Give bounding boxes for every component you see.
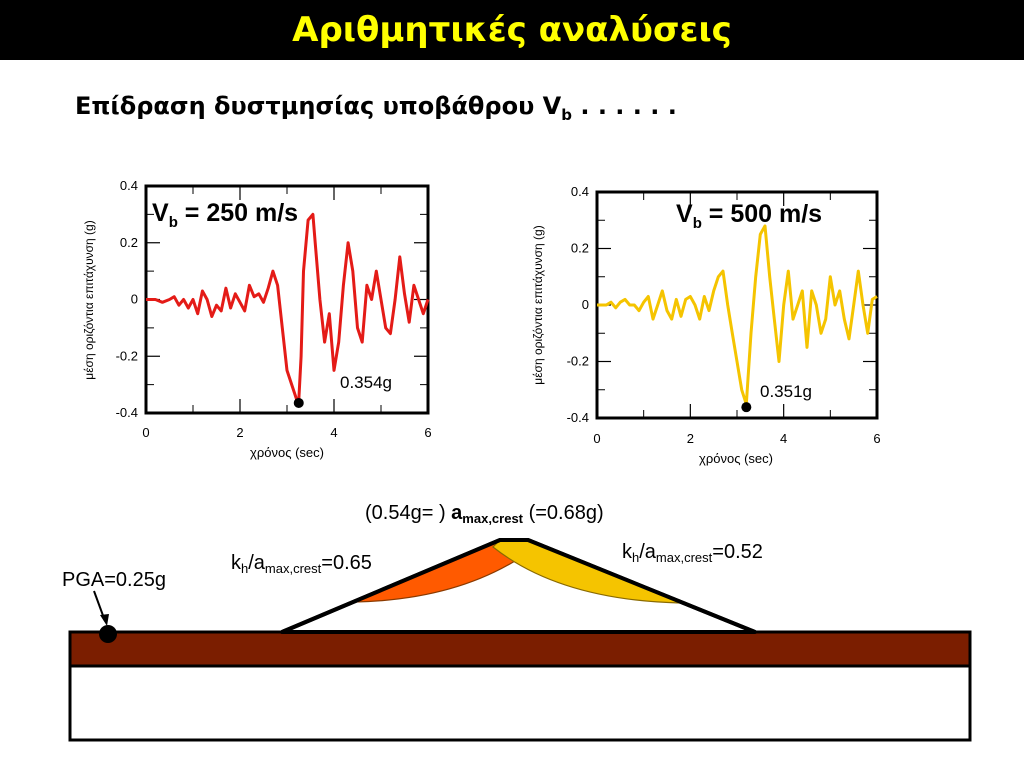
crest-label-pre: (0.54g= ) <box>365 502 451 524</box>
right-value: =0.52 <box>712 541 763 563</box>
left-ratio-label: kh/amax,crest=0.65 <box>231 552 372 576</box>
x-axis-label: χρόνος (sec) <box>250 445 324 460</box>
y-tick-label: 0.2 <box>571 241 589 256</box>
crest-label-bold-sub: max,crest <box>462 511 523 526</box>
y-axis-label: μέση οριζόντια επιτάχυνση (g) <box>531 225 545 384</box>
peak-marker <box>293 397 304 408</box>
x-tick-label: 6 <box>873 431 880 446</box>
x-tick-label: 4 <box>330 425 337 440</box>
subtitle-text: Επίδραση δυστμησίας υποβάθρου V <box>75 92 562 120</box>
peak-label: 0.351g <box>760 382 812 401</box>
x-tick-label: 6 <box>424 425 431 440</box>
y-tick-label: 0 <box>131 292 138 307</box>
x-tick-label: 2 <box>687 431 694 446</box>
crest-label-bold: a <box>451 502 463 524</box>
pga-label: PGA=0.25g <box>62 569 166 591</box>
x-tick-label: 2 <box>236 425 243 440</box>
y-tick-label: -0.2 <box>116 348 138 363</box>
vb-sub: b <box>169 214 178 231</box>
x-tick-label: 0 <box>142 425 149 440</box>
slide-title: Αριθμητικές αναλύσεις <box>292 10 732 50</box>
y-tick-label: -0.2 <box>567 354 589 369</box>
x-axis-label: χρόνος (sec) <box>699 451 773 466</box>
right-mid: /a <box>639 541 657 563</box>
vb-main: V <box>152 199 169 227</box>
y-tick-label: 0 <box>582 297 589 312</box>
crest-accel-label: (0.54g= ) amax,crest (=0.68g) <box>365 502 604 526</box>
x-tick-label: 0 <box>593 431 600 446</box>
left-k-sub: h <box>241 561 248 576</box>
subtitle-sub: b <box>561 105 572 124</box>
y-tick-label: 0.4 <box>571 184 589 199</box>
subtitle-dots: . . . . . . <box>571 92 677 120</box>
chart-vb-500: μέση οριζόντια επιτάχυνση (g) χρόνος (se… <box>531 184 881 466</box>
vb-annotation: Vb = 250 m/s <box>152 199 298 231</box>
title-bar: Αριθμητικές αναλύσεις <box>0 0 1024 60</box>
y-tick-label: -0.4 <box>116 405 138 420</box>
embankment-diagram: PGA=0.25g (0.54g= ) amax,crest (=0.68g) … <box>62 502 972 742</box>
vb-value: = 250 m/s <box>178 199 298 227</box>
chart-vb-250: μέση οριζόντια επιτάχυνση (g) χρόνος (se… <box>82 178 432 460</box>
right-k: k <box>622 541 633 563</box>
y-tick-label: 0.2 <box>120 235 138 250</box>
y-tick-label: 0.4 <box>120 178 138 193</box>
y-axis-label: μέση οριζόντια επιτάχυνση (g) <box>82 220 96 379</box>
left-k: k <box>231 552 242 574</box>
pga-point <box>99 625 117 643</box>
right-a-sub: max,crest <box>656 550 713 565</box>
left-a-sub: max,crest <box>265 561 322 576</box>
crest-label-post: (=0.68g) <box>523 502 604 524</box>
vb-annotation: Vb = 500 m/s <box>676 200 822 232</box>
series-line <box>597 224 878 406</box>
right-ratio-label: kh/amax,crest=0.52 <box>622 541 763 565</box>
embankment-outline <box>281 538 756 634</box>
left-mid: /a <box>248 552 266 574</box>
peak-label: 0.354g <box>340 373 392 392</box>
y-tick-label: -0.4 <box>567 410 589 425</box>
peak-marker <box>741 402 752 413</box>
left-value: =0.65 <box>321 552 372 574</box>
vb-sub: b <box>693 215 702 232</box>
soil-layer <box>68 630 972 668</box>
vb-value: = 500 m/s <box>702 200 822 228</box>
pga-arrowhead <box>100 614 109 626</box>
x-tick-label: 4 <box>780 431 787 446</box>
right-k-sub: h <box>632 550 639 565</box>
vb-main: V <box>676 200 693 228</box>
slide-subtitle: Επίδραση δυστμησίας υποβάθρου Vb . . . .… <box>75 92 677 124</box>
